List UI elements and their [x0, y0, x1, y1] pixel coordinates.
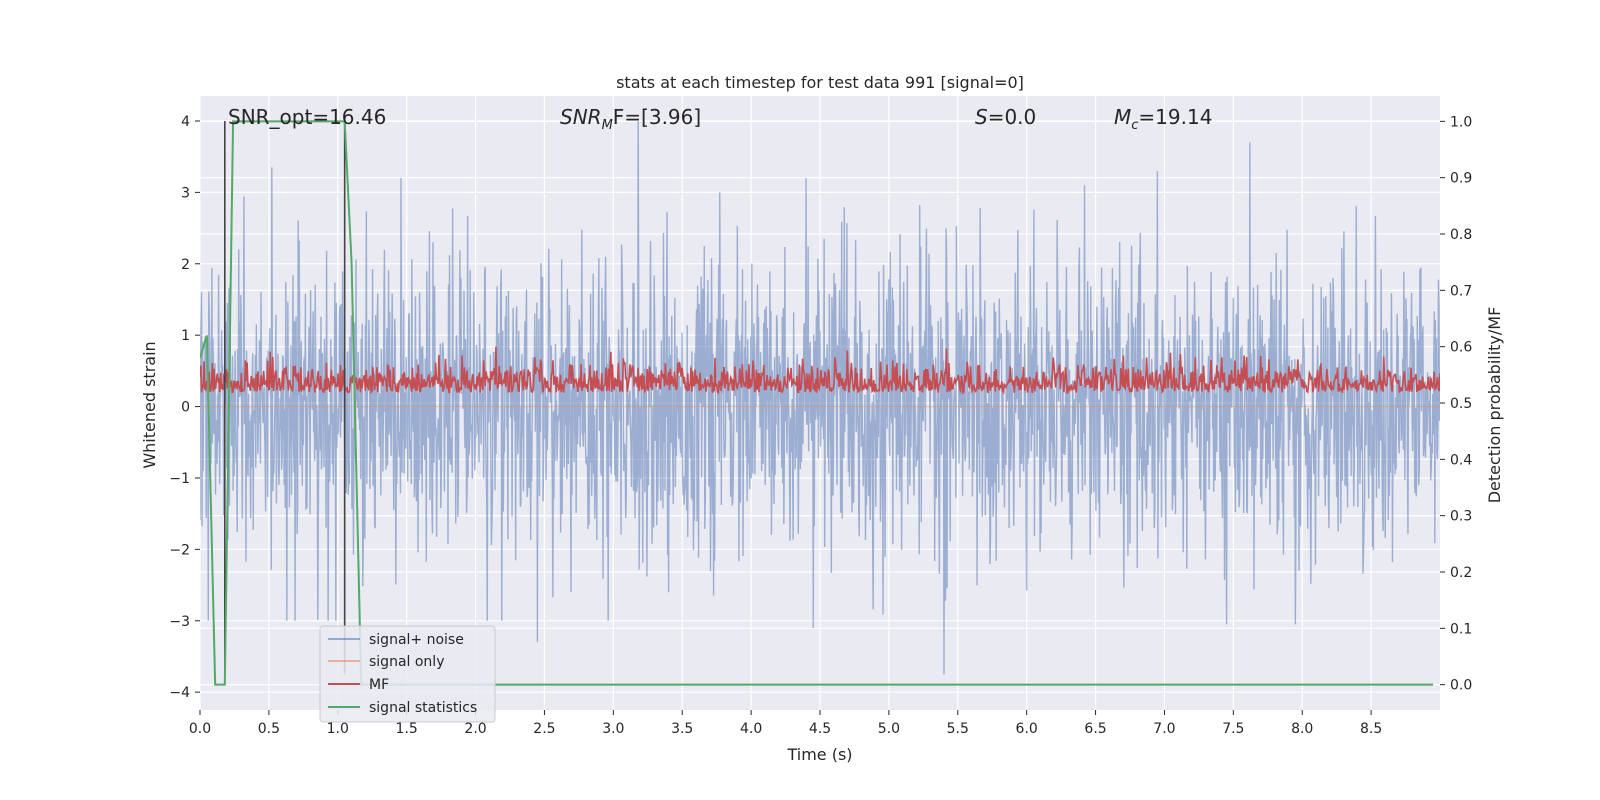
y-tick-label: 0 — [181, 400, 190, 416]
y2-tick-label: 0.9 — [1450, 171, 1472, 187]
y-tick-label: 2 — [181, 257, 190, 273]
y-tick-label: −4 — [169, 685, 190, 701]
annotation-snr-mf-sub: M — [602, 118, 613, 133]
x-tick-label: 6.5 — [1084, 721, 1106, 737]
x-tick-label: 5.5 — [947, 721, 969, 737]
y2-tick-label: 0.7 — [1450, 283, 1472, 299]
y2-axis-label: Detection probability/MF — [1485, 307, 1504, 504]
annotation-snr-opt: SNR_opt=16.46 — [228, 105, 386, 129]
y2-tick-label: 0.4 — [1450, 452, 1472, 468]
annotation-snr-mf-main: SNR — [560, 105, 602, 129]
annotation-snr-mf-rest: F=[3.96] — [613, 105, 701, 129]
annotation-s-rest: =0.0 — [988, 105, 1037, 129]
x-tick-label: 8.5 — [1360, 721, 1382, 737]
y2-tick-label: 1.0 — [1450, 114, 1472, 130]
legend-label-signal-only: signal only — [369, 654, 444, 670]
y2-tick-label: 0.3 — [1450, 509, 1472, 525]
x-tick-label: 4.5 — [809, 721, 831, 737]
x-tick-label: 3.0 — [602, 721, 624, 737]
y2-tick-label: 0.1 — [1450, 621, 1472, 637]
annotation-mc-main: M — [1114, 105, 1131, 129]
series-signal-statistics-line — [200, 120, 1434, 686]
annotation-snr-mf: SNRMF=[3.96] — [560, 105, 701, 133]
legend-box — [319, 625, 496, 723]
y2-tick-label: 0.2 — [1450, 565, 1472, 581]
series-mf-line — [200, 346, 1440, 395]
series-signal-noise-line — [200, 120, 1440, 675]
x-tick-label: 8.0 — [1291, 721, 1313, 737]
annotation-s: S=0.0 — [975, 105, 1036, 129]
x-tick-label: 1.5 — [396, 721, 418, 737]
x-tick-label: 2.0 — [464, 721, 486, 737]
y-tick-label: 3 — [181, 185, 190, 201]
x-tick-label: 1.0 — [327, 721, 349, 737]
y-tick-label: −1 — [169, 471, 190, 487]
annotation-s-main: S — [975, 105, 988, 129]
x-tick-label: 3.5 — [671, 721, 693, 737]
legend-label-mf: MF — [369, 677, 389, 693]
y2-tick-label: 0.5 — [1450, 396, 1472, 412]
y-tick-label: 4 — [181, 114, 190, 130]
x-axis-label: Time (s) — [786, 745, 852, 764]
y2-tick-label: 0.0 — [1450, 678, 1472, 694]
x-tick-label: 2.5 — [533, 721, 555, 737]
x-tick-label: 0.5 — [258, 721, 280, 737]
legend-label-signal-noise: signal+ noise — [369, 632, 464, 648]
y-axis-ticks: −4 −3 −2 −1 0 1 2 3 4 — [169, 114, 200, 701]
chart-title: stats at each timestep for test data 991… — [616, 73, 1024, 92]
x-tick-label: 7.0 — [1153, 721, 1175, 737]
legend-label-signal-statistics: signal statistics — [369, 700, 477, 716]
y2-tick-label: 0.8 — [1450, 227, 1472, 243]
x-tick-label: 6.0 — [1016, 721, 1038, 737]
y2-tick-label: 0.6 — [1450, 340, 1472, 356]
annotation-mc-rest: =19.14 — [1138, 105, 1212, 129]
annotation-mc: Mc=19.14 — [1114, 105, 1212, 133]
y-tick-label: −2 — [169, 542, 190, 558]
legend: signal+ noise signal only MF signal stat… — [319, 625, 496, 723]
x-tick-label: 7.5 — [1222, 721, 1244, 737]
y-axis-label: Whitened strain — [140, 341, 159, 468]
x-tick-label: 0.0 — [189, 721, 211, 737]
x-axis-ticks: 0.0 0.5 1.0 1.5 2.0 2.5 3.0 3.5 4.0 4.5 5.0 5.5 6.0 6… — [189, 710, 1382, 737]
x-tick-label: 4.0 — [740, 721, 762, 737]
y-tick-label: 1 — [181, 328, 190, 344]
x-tick-label: 5.0 — [878, 721, 900, 737]
y-tick-label: −3 — [169, 614, 190, 630]
plot-layer — [200, 120, 1440, 686]
annotation-mc-sub: c — [1131, 118, 1138, 133]
y2-axis-ticks: 0.0 0.1 0.2 0.3 0.4 0.5 0.6 0.7 0.8 0.9 1.0 — [1440, 114, 1472, 694]
